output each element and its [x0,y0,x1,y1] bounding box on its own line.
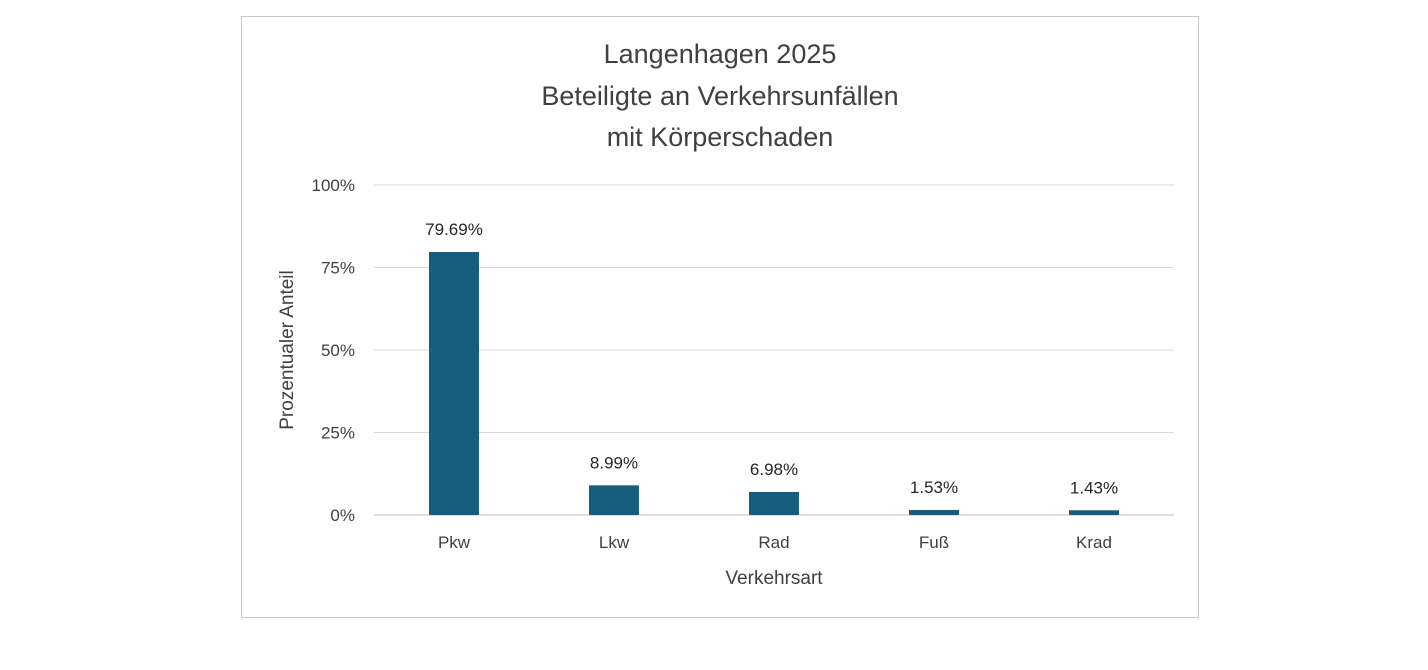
chart-title: Langenhagen 2025 Beteiligte an Verkehrsu… [541,39,898,152]
data-label-lkw: 8.99% [590,453,638,472]
x-axis-title: Verkehrsart [725,568,823,589]
x-tick-label-lkw: Lkw [599,533,630,552]
chart-title-line-3: mit Körperschaden [607,122,834,152]
gridlines [374,184,1174,516]
y-tick-label-50: 50% [321,341,355,360]
y-tick-label-75: 75% [321,259,355,278]
x-axis-tick-labels: Pkw Lkw Rad Fuß Krad [438,533,1112,552]
x-tick-label-rad: Rad [758,533,789,552]
y-axis-title: Prozentualer Anteil [277,270,298,430]
data-label-fuß: 1.53% [910,478,958,497]
y-tick-label-25: 25% [321,424,355,443]
bar-krad [1069,510,1119,515]
y-tick-label-0: 0% [330,506,355,525]
x-tick-label-krad: Krad [1076,533,1112,552]
data-label-rad: 6.98% [750,460,798,479]
chart-title-line-2: Beteiligte an Verkehrsunfällen [541,81,898,111]
x-tick-label-fuß: Fuß [919,533,949,552]
y-tick-label-100: 100% [312,176,355,195]
data-label-krad: 1.43% [1070,478,1118,497]
data-label-pkw: 79.69% [425,220,483,239]
bar-rad [749,491,799,515]
y-axis-tick-labels: 0% 25% 50% 75% 100% [312,176,355,525]
x-tick-label-pkw: Pkw [438,533,471,552]
bar-fuß [909,509,959,515]
bar-lkw [589,485,639,515]
chart-frame [241,16,1199,618]
chart-title-line-1: Langenhagen 2025 [604,39,837,69]
bar-pkw [429,252,479,515]
bars [429,252,1119,515]
data-labels: 79.69% 8.99% 6.98% 1.53% 1.43% [425,220,1118,497]
